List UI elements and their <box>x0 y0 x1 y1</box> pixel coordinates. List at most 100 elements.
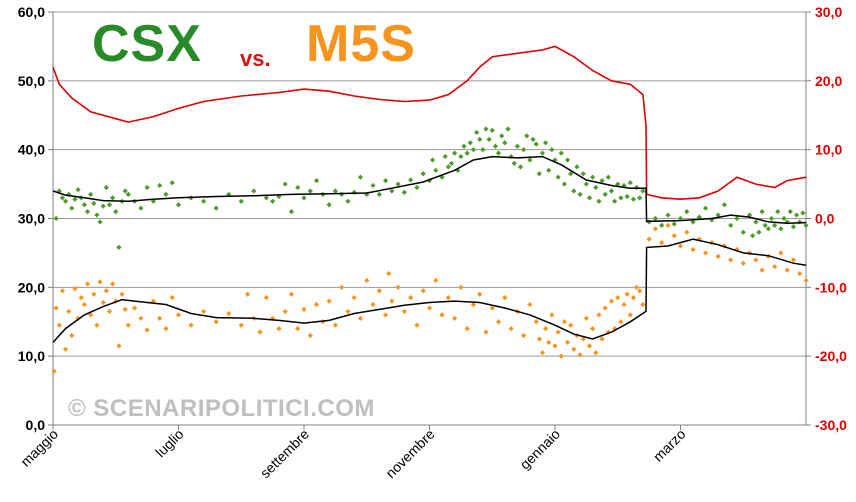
csx-point <box>332 188 338 194</box>
csx-point <box>618 195 624 201</box>
csx-point <box>295 184 301 191</box>
csx-point <box>590 174 596 180</box>
m5s-point <box>555 329 561 335</box>
m5s-point <box>94 322 100 328</box>
m5s-point <box>213 319 219 325</box>
y-left-tick-label: 0,0 <box>26 417 46 433</box>
title-csx: CSX <box>92 15 202 73</box>
csx-point <box>775 209 781 215</box>
m5s-point <box>533 319 539 325</box>
m5s-point <box>439 312 445 318</box>
csx-point <box>787 209 793 215</box>
csx-point <box>596 198 602 204</box>
m5s-point <box>88 312 94 318</box>
csx-point <box>201 198 207 204</box>
m5s-point <box>382 312 389 318</box>
csx-point <box>571 188 577 194</box>
csx-point <box>97 219 103 225</box>
m5s-point <box>389 298 395 304</box>
m5s-point <box>56 322 62 328</box>
m5s-point <box>715 253 721 259</box>
csx-point <box>527 157 533 163</box>
m5s-point <box>797 270 803 277</box>
csx-point <box>288 209 295 215</box>
csx-point <box>461 143 467 149</box>
csx-point <box>483 126 489 132</box>
title-m5s: M5S <box>306 15 416 73</box>
m5s-point <box>345 308 351 315</box>
m5s-point <box>103 288 109 294</box>
csx-point <box>790 224 797 230</box>
m5s-point <box>671 233 677 239</box>
csx-point <box>69 205 75 211</box>
csx-point <box>499 133 505 139</box>
csx-point <box>599 178 605 184</box>
csx-point <box>671 221 677 227</box>
m5s-point <box>784 267 790 273</box>
csx-point <box>270 198 276 204</box>
y-left-tick-label: 20,0 <box>18 279 45 295</box>
m5s-point <box>116 343 122 349</box>
m5s-point <box>282 308 288 315</box>
csx-point <box>524 133 530 139</box>
y-right-tick-labels: -30,0 -20,0 -10,0 0,0 10,0 20,0 30,0 <box>815 4 847 433</box>
csx-point <box>768 215 775 222</box>
y-right-tick-label: -10,0 <box>815 279 847 295</box>
csx-point <box>530 136 536 142</box>
csx-point <box>467 140 473 146</box>
m5s-point <box>426 305 433 311</box>
y-right-tick-label: 20,0 <box>815 73 842 89</box>
watermark: © SCENARIPOLITICI.COM <box>68 395 375 422</box>
m5s-point <box>414 322 420 328</box>
y-right-tick-label: -20,0 <box>815 348 847 364</box>
m5s-point <box>376 288 382 294</box>
m5s-point <box>778 250 784 256</box>
diff-series-line <box>52 45 807 201</box>
csx-point <box>464 150 470 156</box>
x-tick-labels: maggio luglio settembre novembre gennaio marz… <box>17 426 688 481</box>
csx-point <box>721 202 728 208</box>
csx-point <box>376 191 382 198</box>
csx-point <box>442 153 448 160</box>
m5s-point <box>351 295 357 301</box>
csx-point <box>492 143 498 149</box>
m5s-point <box>84 281 91 287</box>
m5s-point <box>477 291 483 297</box>
m5s-point <box>263 295 269 301</box>
csx-point <box>593 184 599 191</box>
m5s-point <box>546 339 552 345</box>
csx-point <box>370 182 376 189</box>
m5s-point <box>110 281 116 287</box>
m5s-point <box>483 329 489 335</box>
m5s-point <box>72 286 78 292</box>
m5s-point <box>612 326 618 332</box>
m5s-point <box>257 329 263 335</box>
m5s-point <box>295 326 301 332</box>
m5s-point <box>577 352 583 358</box>
m5s-point <box>433 277 439 284</box>
x-tick-label: marzo <box>650 426 689 465</box>
m5s-point <box>339 284 345 290</box>
csx-point <box>561 181 568 187</box>
csx-point <box>715 212 721 218</box>
m5s-point <box>624 291 630 297</box>
m5s-point <box>144 327 150 333</box>
m5s-point <box>593 350 599 356</box>
csx-point <box>778 226 784 232</box>
csx-point <box>505 126 511 132</box>
m5s-point <box>51 368 57 374</box>
m5s-point <box>652 226 658 232</box>
csx-point <box>420 171 426 177</box>
csx-point <box>169 180 175 186</box>
m5s-point <box>790 257 797 263</box>
y-left-tick-labels: 0,0 10,0 20,0 30,0 40,0 50,0 60,0 <box>18 4 45 433</box>
csx-point <box>740 229 746 235</box>
csx-point <box>395 181 401 187</box>
m5s-point <box>357 315 364 321</box>
m5s-point <box>608 298 615 304</box>
csx-point <box>282 181 288 187</box>
csx-point <box>84 209 91 215</box>
csx-point <box>477 136 483 142</box>
csx-point <box>542 140 549 146</box>
csx-point <box>326 202 332 208</box>
